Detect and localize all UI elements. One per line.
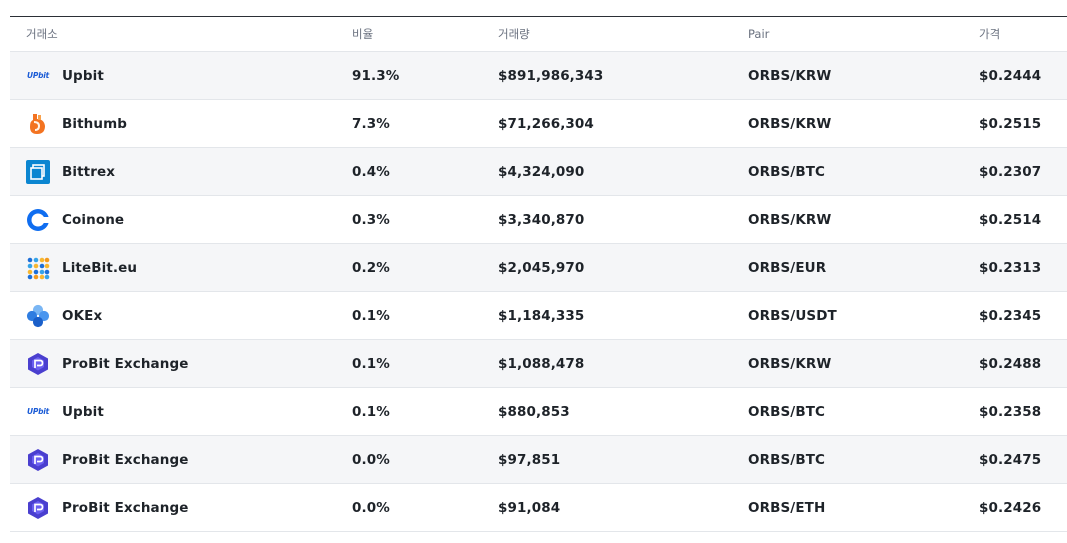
exchange-logo bbox=[26, 256, 50, 280]
share-cell: 0.1% bbox=[352, 307, 390, 324]
table-row[interactable]: UPbit Upbit 0.1% $880,853 ORBS/BTC $0.2358 bbox=[10, 388, 1067, 436]
exchange-cell[interactable]: UPbit Upbit bbox=[26, 388, 104, 435]
coinone-logo-icon bbox=[27, 208, 50, 231]
exchange-logo bbox=[26, 448, 50, 472]
share-cell: 0.4% bbox=[352, 163, 390, 180]
volume-cell: $1,088,478 bbox=[498, 355, 585, 372]
exchange-name[interactable]: Upbit bbox=[62, 67, 104, 84]
volume-cell: $4,324,090 bbox=[498, 163, 585, 180]
table-top-rule bbox=[10, 16, 1067, 17]
exchange-name[interactable]: OKEx bbox=[62, 307, 103, 324]
share-cell: 0.3% bbox=[352, 211, 390, 228]
price-cell: $0.2514 bbox=[979, 211, 1042, 228]
pair-cell[interactable]: ORBS/KRW bbox=[748, 67, 832, 84]
probit-logo-icon bbox=[28, 352, 48, 375]
pair-cell[interactable]: ORBS/USDT bbox=[748, 307, 837, 324]
price-cell: $0.2475 bbox=[979, 451, 1042, 468]
table-row[interactable]: Bithumb 7.3% $71,266,304 ORBS/KRW $0.2515 bbox=[10, 100, 1067, 148]
column-header-exchange[interactable]: 거래소 bbox=[26, 27, 58, 41]
table-row[interactable]: ProBit Exchange 0.1% $1,088,478 ORBS/KRW $0.… bbox=[10, 340, 1067, 388]
exchange-logo bbox=[26, 208, 50, 232]
share-cell: 7.3% bbox=[352, 115, 390, 132]
bithumb-logo-icon bbox=[30, 113, 45, 134]
exchange-cell[interactable]: UPbit Upbit bbox=[26, 52, 104, 99]
litebit-logo-icon bbox=[27, 257, 50, 279]
volume-cell: $3,340,870 bbox=[498, 211, 585, 228]
exchange-logo bbox=[26, 304, 50, 328]
volume-cell: $2,045,970 bbox=[498, 259, 585, 276]
exchange-logo: UPbit bbox=[26, 64, 50, 88]
price-cell: $0.2444 bbox=[979, 67, 1042, 84]
exchange-name[interactable]: ProBit Exchange bbox=[62, 355, 189, 372]
table-row[interactable]: Coinone 0.3% $3,340,870 ORBS/KRW $0.2514 bbox=[10, 196, 1067, 244]
pair-cell[interactable]: ORBS/BTC bbox=[748, 163, 826, 180]
exchange-logo bbox=[26, 496, 50, 520]
volume-cell: $97,851 bbox=[498, 451, 561, 468]
pair-cell[interactable]: ORBS/ETH bbox=[748, 499, 826, 516]
exchange-markets-table: 거래소 비율 거래량 Pair 가격 UPbit Upbit 91.3% $891,… bbox=[10, 16, 1067, 532]
probit-logo-icon bbox=[28, 496, 48, 519]
table-body: UPbit Upbit 91.3% $891,986,343 ORBS/KRW $0.2… bbox=[10, 52, 1067, 532]
column-header-share[interactable]: 비율 bbox=[352, 27, 374, 41]
volume-cell: $891,986,343 bbox=[498, 67, 604, 84]
column-header-pair[interactable]: Pair bbox=[748, 27, 770, 41]
exchange-name[interactable]: Bittrex bbox=[62, 163, 116, 180]
price-cell: $0.2313 bbox=[979, 259, 1042, 276]
table-row[interactable]: ProBit Exchange 0.0% $91,084 ORBS/ETH $0.242… bbox=[10, 484, 1067, 532]
exchange-name[interactable]: Upbit bbox=[62, 403, 104, 420]
exchange-cell[interactable]: ProBit Exchange bbox=[26, 340, 188, 387]
exchange-cell[interactable]: ProBit Exchange bbox=[26, 484, 188, 531]
table-header-row: 거래소 비율 거래량 Pair 가격 bbox=[10, 17, 1067, 52]
exchange-name[interactable]: Bithumb bbox=[62, 115, 128, 132]
column-header-volume[interactable]: 거래량 bbox=[498, 27, 530, 41]
price-cell: $0.2515 bbox=[979, 115, 1042, 132]
volume-cell: $880,853 bbox=[498, 403, 570, 420]
share-cell: 91.3% bbox=[352, 67, 400, 84]
pair-cell[interactable]: ORBS/BTC bbox=[748, 451, 826, 468]
upbit-logo-icon: UPbit bbox=[26, 71, 50, 80]
share-cell: 0.0% bbox=[352, 499, 390, 516]
table-row[interactable]: UPbit Upbit 91.3% $891,986,343 ORBS/KRW $0.2… bbox=[10, 52, 1067, 100]
exchange-name[interactable]: ProBit Exchange bbox=[62, 451, 189, 468]
pair-cell[interactable]: ORBS/KRW bbox=[748, 211, 832, 228]
probit-logo-icon bbox=[28, 448, 48, 471]
pair-cell[interactable]: ORBS/KRW bbox=[748, 355, 832, 372]
share-cell: 0.0% bbox=[352, 451, 390, 468]
exchange-logo bbox=[26, 159, 50, 184]
exchange-cell[interactable]: Coinone bbox=[26, 196, 124, 243]
bittrex-logo-icon bbox=[26, 159, 50, 184]
exchange-cell[interactable]: Bittrex bbox=[26, 148, 115, 195]
pair-cell[interactable]: ORBS/KRW bbox=[748, 115, 832, 132]
pair-cell[interactable]: ORBS/BTC bbox=[748, 403, 826, 420]
exchange-cell[interactable]: Bithumb bbox=[26, 100, 127, 147]
share-cell: 0.1% bbox=[352, 403, 390, 420]
volume-cell: $71,266,304 bbox=[498, 115, 594, 132]
exchange-name[interactable]: Coinone bbox=[62, 211, 125, 228]
share-cell: 0.1% bbox=[352, 355, 390, 372]
share-cell: 0.2% bbox=[352, 259, 390, 276]
upbit-logo-icon: UPbit bbox=[26, 407, 50, 416]
exchange-logo bbox=[26, 112, 50, 136]
table-row[interactable]: OKEx 0.1% $1,184,335 ORBS/USDT $0.2345 bbox=[10, 292, 1067, 340]
column-header-price[interactable]: 가격 bbox=[979, 27, 1001, 41]
pair-cell[interactable]: ORBS/EUR bbox=[748, 259, 827, 276]
exchange-cell[interactable]: OKEx bbox=[26, 292, 102, 339]
table-row[interactable]: Bittrex 0.4% $4,324,090 ORBS/BTC $0.2307 bbox=[10, 148, 1067, 196]
price-cell: $0.2345 bbox=[979, 307, 1042, 324]
table-row[interactable]: ProBit Exchange 0.0% $97,851 ORBS/BTC $0.247… bbox=[10, 436, 1067, 484]
table-row[interactable]: LiteBit.eu 0.2% $2,045,970 ORBS/EUR $0.2313 bbox=[10, 244, 1067, 292]
exchange-cell[interactable]: LiteBit.eu bbox=[26, 244, 137, 291]
price-cell: $0.2358 bbox=[979, 403, 1042, 420]
exchange-name[interactable]: ProBit Exchange bbox=[62, 499, 189, 516]
price-cell: $0.2426 bbox=[979, 499, 1042, 516]
exchange-logo: UPbit bbox=[26, 400, 50, 424]
volume-cell: $91,084 bbox=[498, 499, 561, 516]
exchange-name[interactable]: LiteBit.eu bbox=[62, 259, 138, 276]
price-cell: $0.2488 bbox=[979, 355, 1042, 372]
volume-cell: $1,184,335 bbox=[498, 307, 585, 324]
exchange-logo bbox=[26, 352, 50, 376]
exchange-cell[interactable]: ProBit Exchange bbox=[26, 436, 188, 483]
okex-logo-icon bbox=[26, 304, 50, 327]
price-cell: $0.2307 bbox=[979, 163, 1042, 180]
